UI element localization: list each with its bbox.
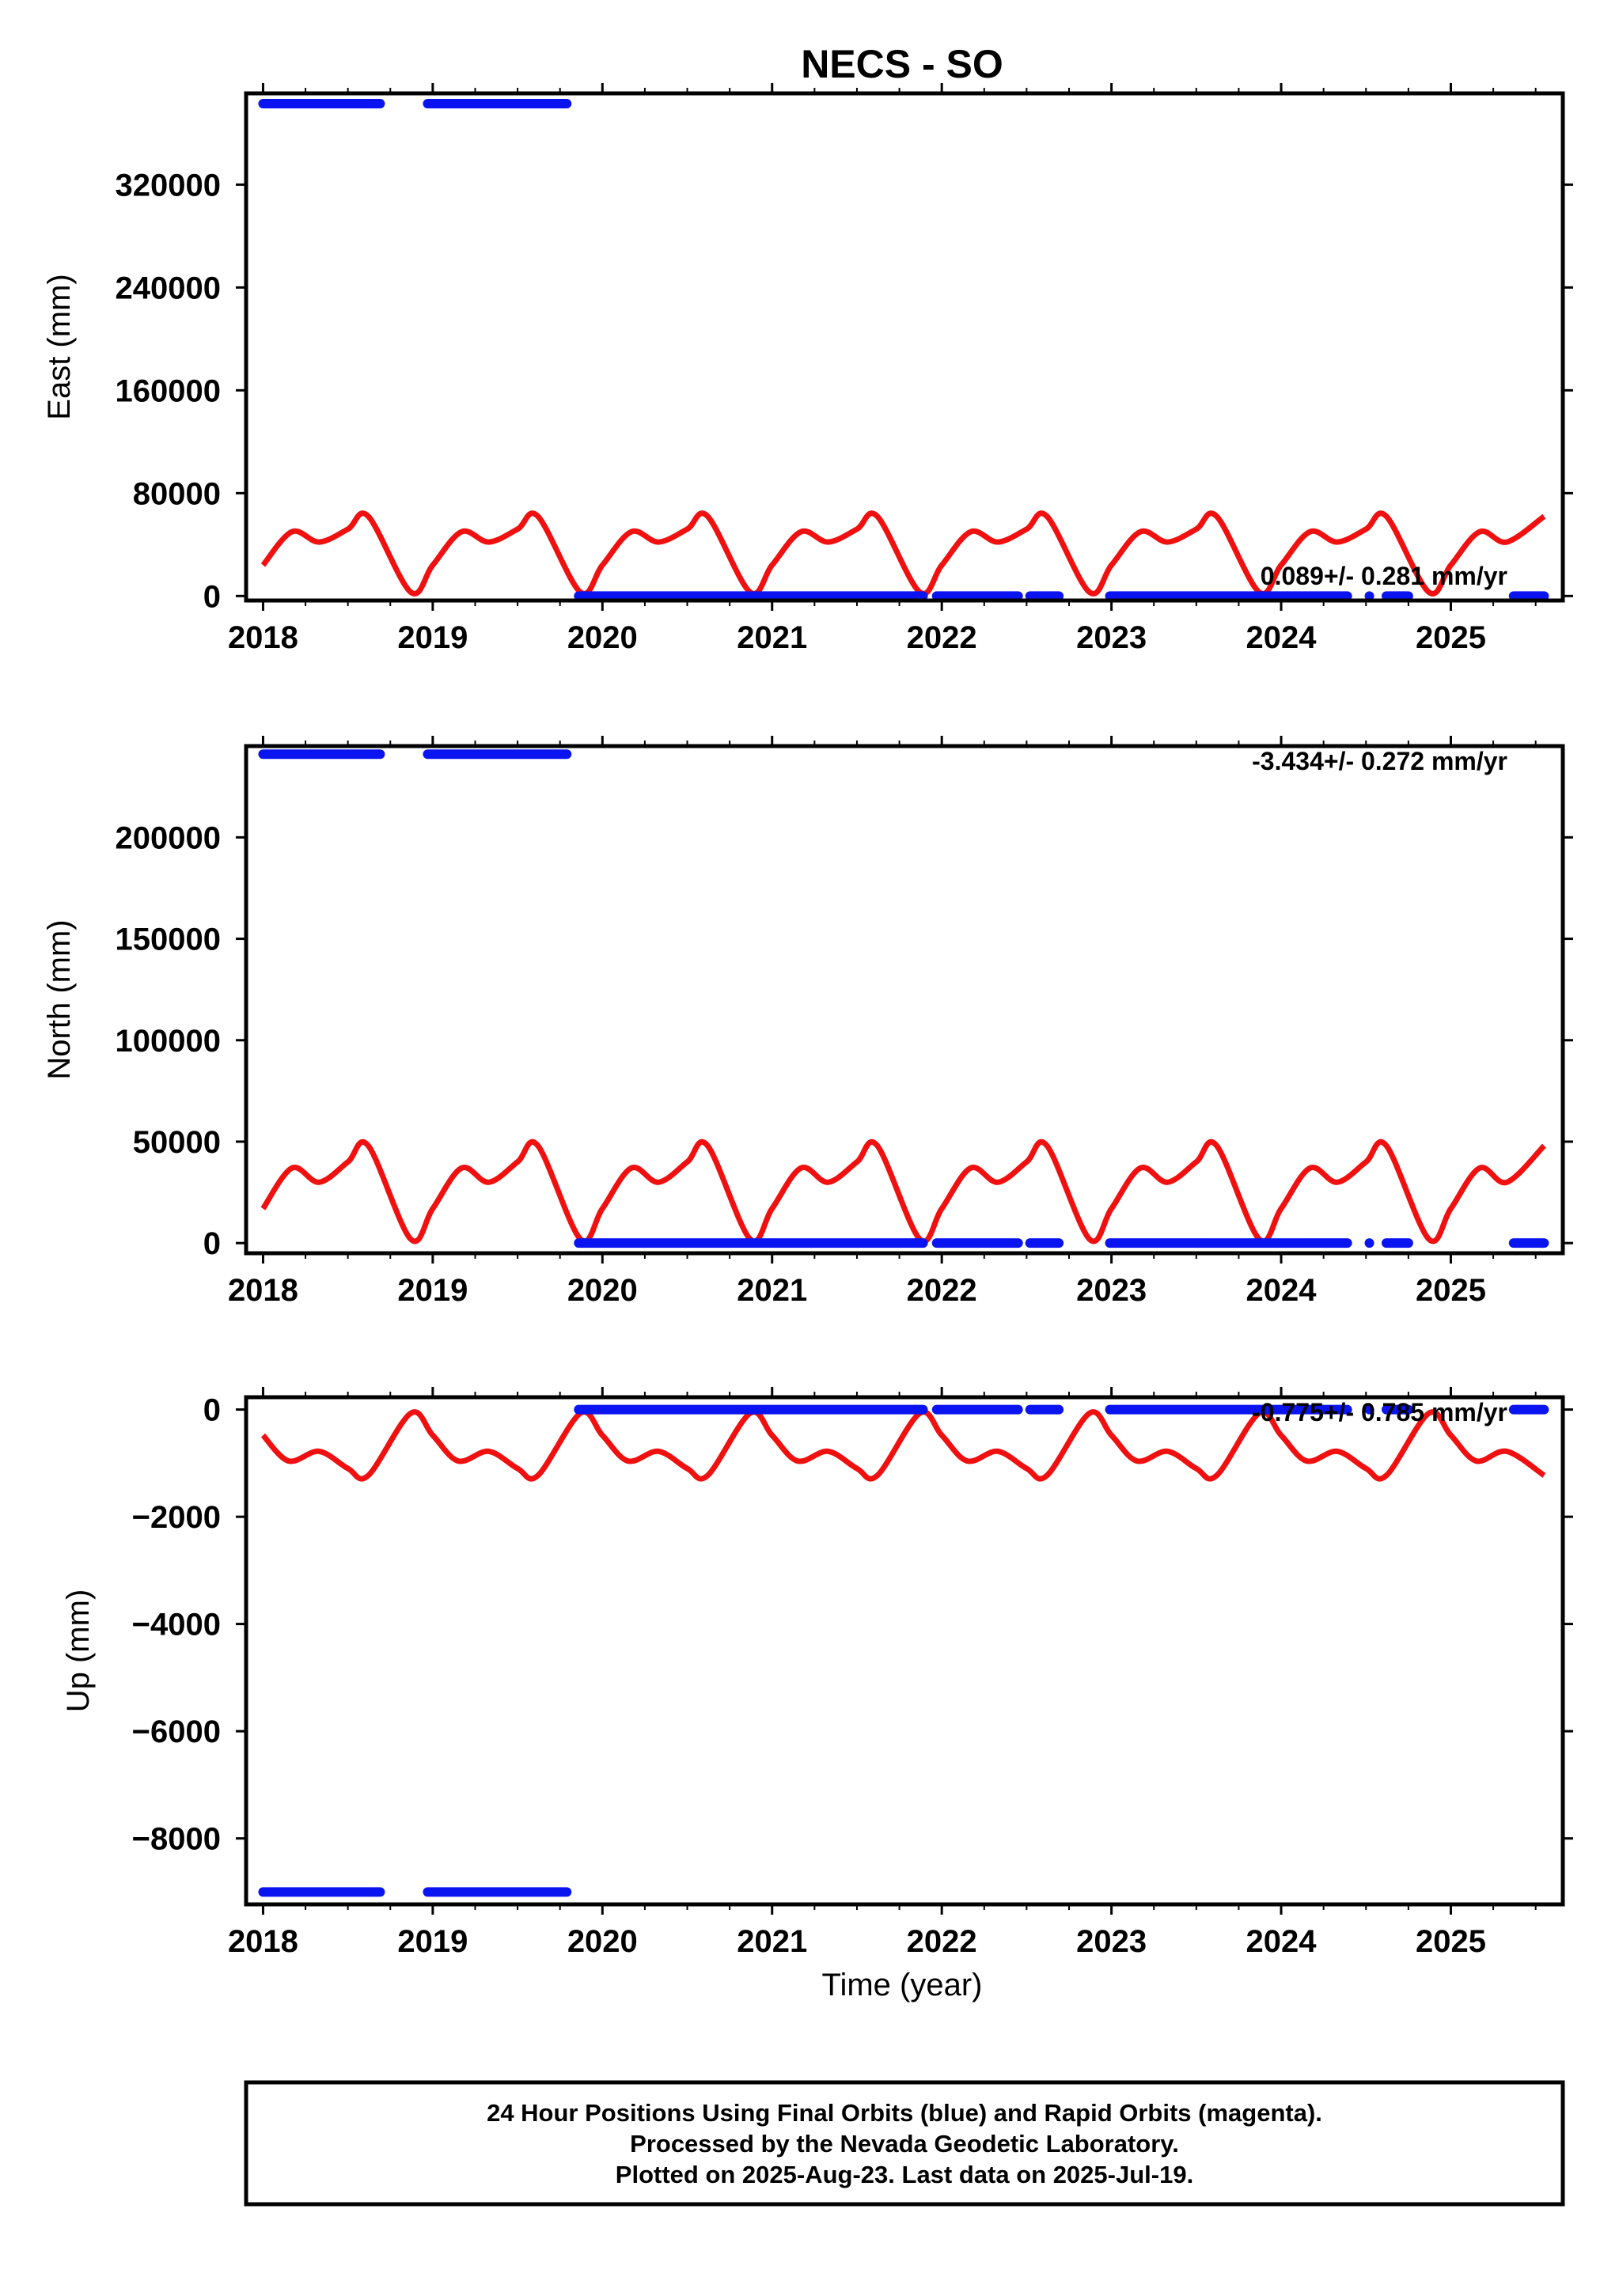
north-plot-area: [258, 749, 1549, 1248]
east-plot-area: [258, 98, 1549, 601]
north-y-tick-label: 0: [203, 1226, 221, 1261]
up-y-tick-label: −4000: [132, 1608, 221, 1642]
east-x-tick-label: 2020: [567, 620, 638, 655]
up-y-tick-label: −2000: [132, 1500, 221, 1535]
east-model-curve: [260, 510, 1546, 597]
east-panel: 2018 2019 2020 2021 2022 2023 2024 2025 0 80000 16…: [42, 83, 1573, 655]
north-y-tick-label: 50000: [133, 1125, 221, 1160]
east-y-tick-label: 240000: [116, 271, 221, 305]
north-panel: 2018 2019 2020 2021 2022 2023 2024 2025 0 50000 10…: [42, 736, 1573, 1308]
north-x-tick-label: 2021: [737, 1273, 807, 1308]
east-x-tick-label: 2024: [1246, 620, 1318, 655]
east-x-tick-label: 2018: [228, 620, 298, 655]
east-y-tick-label: 80000: [133, 476, 221, 511]
footer-line-2: Processed by the Nevada Geodetic Laborat…: [630, 2130, 1179, 2158]
footer-frame: [244, 2080, 1565, 2207]
up-plot-area: [258, 1404, 1549, 1897]
up-model-curve: [260, 1409, 1546, 1482]
up-x-tick-label: 2021: [737, 1924, 807, 1959]
up-x-tick-label: 2025: [1416, 1924, 1486, 1959]
up-y-axis-label: Up (mm): [61, 1589, 96, 1713]
up-x-tick-label: 2023: [1076, 1924, 1147, 1959]
up-data-point: [909, 1404, 919, 1415]
up-x-tick-label: 2022: [907, 1924, 977, 1959]
footer-line-3: Plotted on 2025-Aug-23. Last data on 202…: [616, 2161, 1193, 2188]
east-x-tick-label: 2025: [1416, 620, 1486, 655]
east-y-tick-label: 0: [203, 579, 221, 614]
north-data-point: [909, 1238, 919, 1248]
east-x-tick-label: 2019: [397, 620, 468, 655]
east-data-point: [1364, 591, 1374, 601]
footer-box: 24 Hour Positions Using Final Orbits (bl…: [244, 2080, 1565, 2207]
up-x-tick-label: 2018: [228, 1924, 298, 1959]
north-x-tick-label: 2023: [1076, 1273, 1147, 1308]
x-axis-label: Time (year): [822, 1968, 983, 2002]
north-x-tick-label: 2018: [228, 1273, 298, 1308]
north-x-tick-label: 2024: [1246, 1273, 1318, 1308]
up-y-tick-label: 0: [203, 1393, 221, 1428]
up-x-tick-label: 2024: [1246, 1924, 1318, 1959]
up-x-tick-label: 2019: [397, 1924, 468, 1959]
east-rate-label: 0.089+/- 0.281 mm/yr: [1261, 562, 1507, 590]
north-y-tick-label: 200000: [116, 820, 221, 855]
up-panel: 2018 2019 2020 2021 2022 2023 2024 2025 0 −2000 −4…: [61, 1387, 1573, 1959]
north-x-tick-label: 2019: [397, 1273, 468, 1308]
east-panel-frame: [244, 91, 1565, 603]
north-y-tick-label: 100000: [116, 1024, 221, 1059]
up-y-tick-label: −6000: [132, 1714, 221, 1749]
north-x-tick-label: 2022: [907, 1273, 977, 1308]
chart-title: NECS - SO: [801, 42, 1003, 86]
east-x-tick-label: 2023: [1076, 620, 1147, 655]
north-panel-frame: [244, 744, 1565, 1256]
north-x-tick-label: 2020: [567, 1273, 638, 1308]
up-y-tick-label: −8000: [132, 1822, 221, 1857]
north-rate-label: -3.434+/- 0.272 mm/yr: [1252, 747, 1507, 775]
east-y-tick-label: 160000: [116, 373, 221, 408]
north-y-tick-label: 150000: [116, 923, 221, 957]
up-x-tick-label: 2020: [567, 1924, 638, 1959]
up-panel-frame: [244, 1395, 1565, 1907]
north-data-point: [1364, 1238, 1374, 1248]
east-x-tick-label: 2021: [737, 620, 807, 655]
east-y-axis-label: East (mm): [42, 274, 77, 419]
north-model-curve: [260, 1139, 1546, 1245]
north-y-axis-label: North (mm): [42, 919, 77, 1079]
east-x-tick-label: 2022: [907, 620, 977, 655]
north-x-tick-label: 2025: [1416, 1273, 1486, 1308]
east-data-point: [909, 591, 919, 601]
east-y-tick-label: 320000: [116, 168, 221, 203]
up-rate-label: -0.775+/- 0.785 mm/yr: [1252, 1398, 1507, 1426]
up-data-point: [1364, 1404, 1374, 1415]
footer-line-1: 24 Hour Positions Using Final Orbits (bl…: [487, 2099, 1322, 2127]
